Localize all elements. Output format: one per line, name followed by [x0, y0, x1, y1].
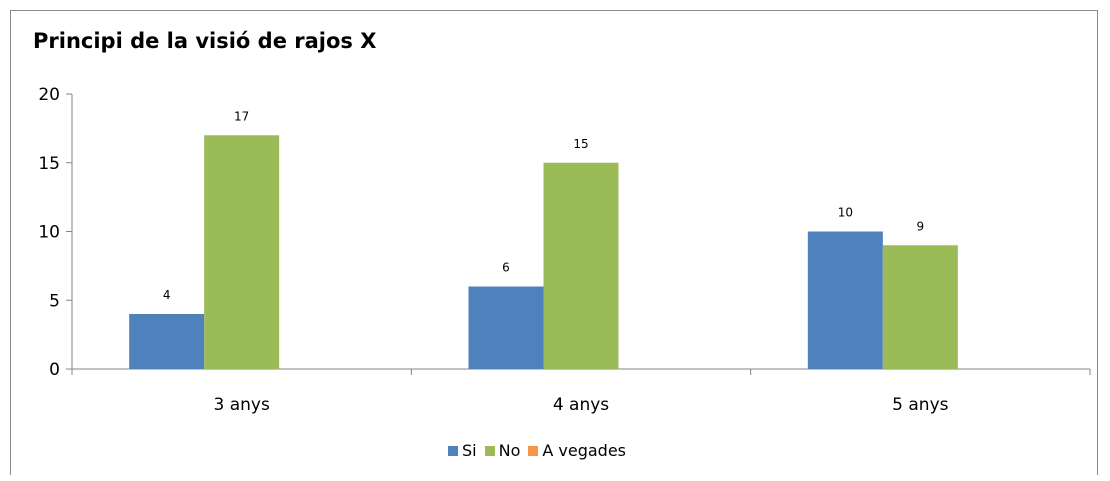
y-tick-label: 10: [38, 223, 60, 243]
legend-label-a-vegades: A vegades: [542, 441, 627, 460]
legend-label-si: Si: [462, 441, 477, 460]
bar-si: [468, 286, 544, 369]
y-tick-label: 15: [38, 154, 60, 174]
legend-item-si: Si: [448, 441, 477, 460]
data-label: 17: [234, 109, 249, 123]
bar-si: [129, 314, 205, 369]
bar-si: [807, 231, 883, 369]
x-category-label: 5 anys: [892, 395, 948, 415]
legend-label-no: No: [498, 441, 521, 460]
data-label: 4: [163, 288, 171, 302]
legend-item-no: No: [484, 441, 521, 460]
legend-swatch-a-vegades: [528, 445, 539, 456]
chart-legend: Si No A vegades: [448, 441, 634, 460]
bar-no: [543, 162, 619, 369]
data-label: 10: [838, 206, 853, 220]
data-label: 6: [502, 261, 510, 275]
data-label: 15: [573, 137, 588, 151]
legend-item-a-vegades: A vegades: [528, 441, 626, 460]
legend-swatch-no: [484, 445, 495, 456]
x-category-label: 3 anys: [213, 395, 269, 415]
data-label: 9: [917, 219, 925, 233]
x-category-label: 4 anys: [553, 395, 609, 415]
legend-swatch-si: [448, 445, 458, 456]
bar-no: [882, 245, 958, 369]
bar-no: [204, 135, 280, 369]
y-tick-label: 0: [49, 360, 60, 380]
chart-title: Principi de la visió de rajos X: [33, 29, 377, 53]
y-tick-label: 20: [38, 85, 60, 105]
y-tick-label: 5: [49, 291, 60, 311]
